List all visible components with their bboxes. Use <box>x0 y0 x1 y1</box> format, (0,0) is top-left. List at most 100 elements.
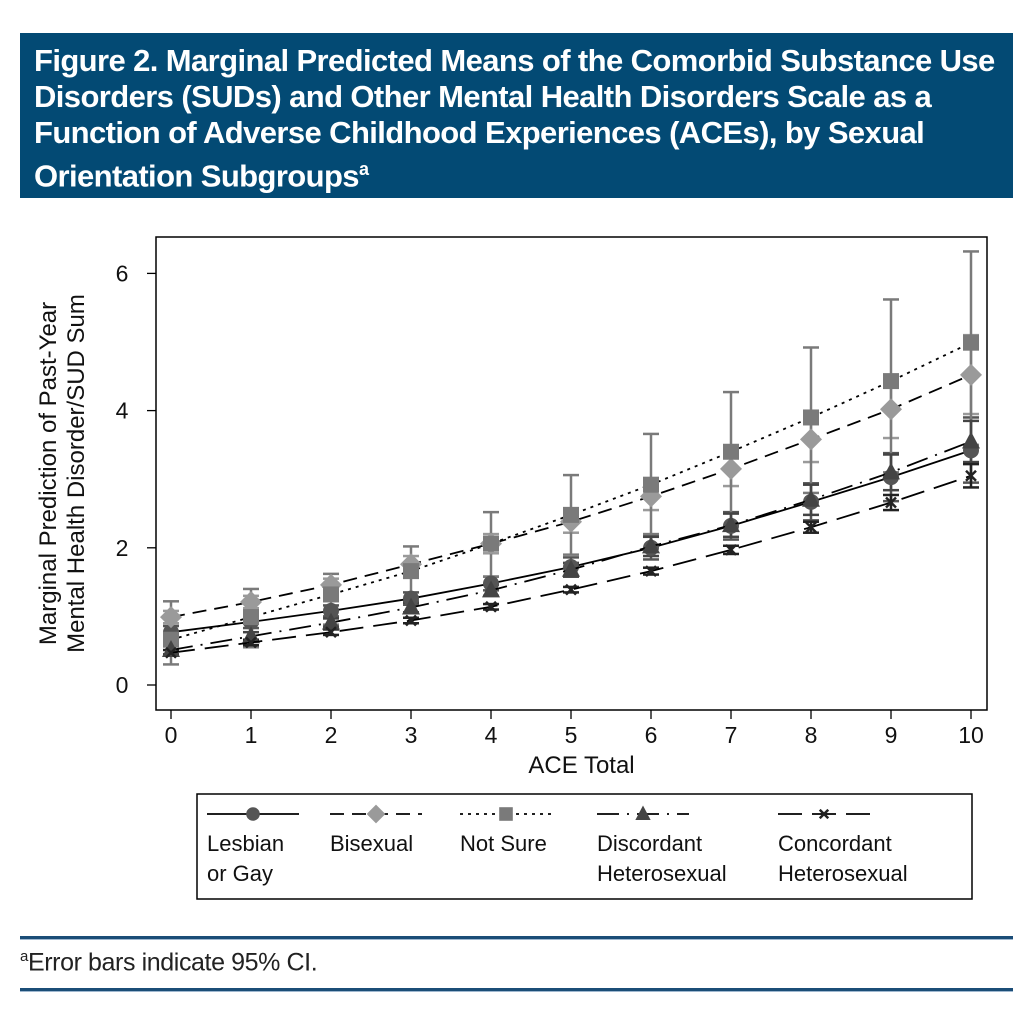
legend-item: Not Sure <box>460 807 552 856</box>
axes: 0 1 2 3 4 5 6 7 8 9 10 0 2 4 6 ACE Total Marginal Predic… <box>35 236 988 779</box>
legend-label: or Gay <box>207 861 273 886</box>
legend-item: Lesbian or Gay <box>207 807 299 886</box>
marker-x-stroke <box>885 496 897 509</box>
y-tick-label: 2 <box>116 535 129 561</box>
legend-label: Heterosexual <box>778 861 908 886</box>
marker-x-stroke <box>805 521 817 534</box>
marker-circle <box>246 807 260 821</box>
series-line <box>170 474 972 654</box>
legend: Lesbian or Gay Bisexual Not Sure Discordant H… <box>196 793 973 900</box>
x-tick-label: 4 <box>485 722 498 748</box>
marker-triangle <box>962 431 980 449</box>
marker-square <box>563 506 579 523</box>
footnote-text: Error bars indicate 95% CI. <box>27 948 318 977</box>
marker-circle <box>323 602 339 619</box>
marker-square <box>803 409 819 426</box>
y-tick-label: 6 <box>116 260 129 286</box>
x-tick-label: 8 <box>805 722 818 748</box>
x-tick-label: 6 <box>645 722 658 748</box>
marker-square <box>323 586 339 603</box>
footnote-top-rule <box>20 936 1013 940</box>
x-tick-label: 7 <box>725 722 738 748</box>
y-tick-label: 0 <box>116 672 129 698</box>
marker-diamond <box>720 457 742 480</box>
marker-square <box>883 373 899 390</box>
marker-x-stroke <box>165 646 177 659</box>
marker-square <box>163 631 179 648</box>
y-tick-label: 4 <box>116 398 129 424</box>
x-tick-label: 0 <box>165 722 178 748</box>
marker-x-stroke <box>725 543 737 556</box>
marker-diamond <box>366 804 386 824</box>
marker-x-stroke <box>245 636 257 649</box>
marker-triangle <box>482 580 500 598</box>
marker-x <box>405 614 417 627</box>
figure-title-box: Figure 2. Marginal Predicted Means of th… <box>20 33 1013 198</box>
legend-label: Concordant <box>778 831 892 856</box>
marker-x <box>565 583 577 596</box>
marker-triangle <box>322 612 340 630</box>
marker-x <box>725 543 737 556</box>
marker-diamond <box>240 590 262 613</box>
marker-triangle <box>882 462 900 480</box>
marker-triangle <box>635 805 651 820</box>
x-tick-label: 2 <box>325 722 338 748</box>
marker-triangle <box>562 559 580 577</box>
marker-x <box>645 565 657 578</box>
series-concordant-heterosexual <box>165 469 977 659</box>
marker-x-stroke <box>405 614 417 627</box>
series-layer <box>160 250 982 666</box>
legend-label: Not Sure <box>460 831 547 856</box>
x-tick-label: 3 <box>405 722 418 748</box>
legend-label: Heterosexual <box>597 861 727 886</box>
marker-diamond <box>800 428 822 451</box>
marker-square <box>643 476 659 493</box>
marker-square <box>403 563 419 580</box>
x-axis-label: ACE Total <box>528 752 634 779</box>
legend-label: Bisexual <box>330 831 413 856</box>
marker-square <box>499 807 513 821</box>
series-line <box>170 374 972 618</box>
marker-triangle <box>802 489 820 507</box>
marker-x-stroke <box>565 583 577 596</box>
marker-x-stroke <box>965 469 977 482</box>
title-superscript: a <box>358 159 369 179</box>
marker-diamond <box>160 606 182 629</box>
marker-square <box>483 535 499 552</box>
error-bars-not-sure <box>163 250 979 666</box>
series-not-sure <box>163 334 979 648</box>
marker-x <box>805 521 817 534</box>
marker-square <box>723 443 739 460</box>
marker-x <box>165 646 177 659</box>
marker-x <box>245 636 257 649</box>
y-axis-label: Marginal Prediction of Past-Year <box>35 302 62 645</box>
marker-diamond <box>960 363 982 386</box>
series-line <box>170 341 972 641</box>
marker-triangle <box>642 536 660 554</box>
legend-label: Discordant <box>597 831 702 856</box>
marker-diamond <box>880 398 902 421</box>
legend-item: Bisexual <box>330 804 422 856</box>
x-tick-label: 1 <box>245 722 258 748</box>
marker-triangle <box>402 597 420 615</box>
marker-square <box>963 334 979 351</box>
legend-item: Concordant Heterosexual <box>778 808 908 886</box>
marker-x-stroke <box>818 808 830 820</box>
footnote-marker: a <box>20 948 28 965</box>
marker-x-stroke <box>485 600 497 613</box>
marker-x <box>885 496 897 509</box>
legend-item: Discordant Heterosexual <box>597 805 727 886</box>
figure-title-text: Figure 2. Marginal Predicted Means of th… <box>34 43 995 194</box>
marker-x <box>485 600 497 613</box>
x-tick-label: 10 <box>958 722 984 748</box>
legend-label: Lesbian <box>207 831 284 856</box>
x-tick-label: 5 <box>565 722 578 748</box>
y-axis-label: Mental Health Disorder/SUD Sum <box>63 294 90 653</box>
marker-x-stroke <box>645 565 657 578</box>
x-tick-label: 9 <box>885 722 898 748</box>
marker-x <box>818 808 830 820</box>
marker-x <box>965 469 977 482</box>
figure-title: Figure 2. Marginal Predicted Means of th… <box>34 43 999 194</box>
footnote-bottom-rule <box>20 988 1013 992</box>
